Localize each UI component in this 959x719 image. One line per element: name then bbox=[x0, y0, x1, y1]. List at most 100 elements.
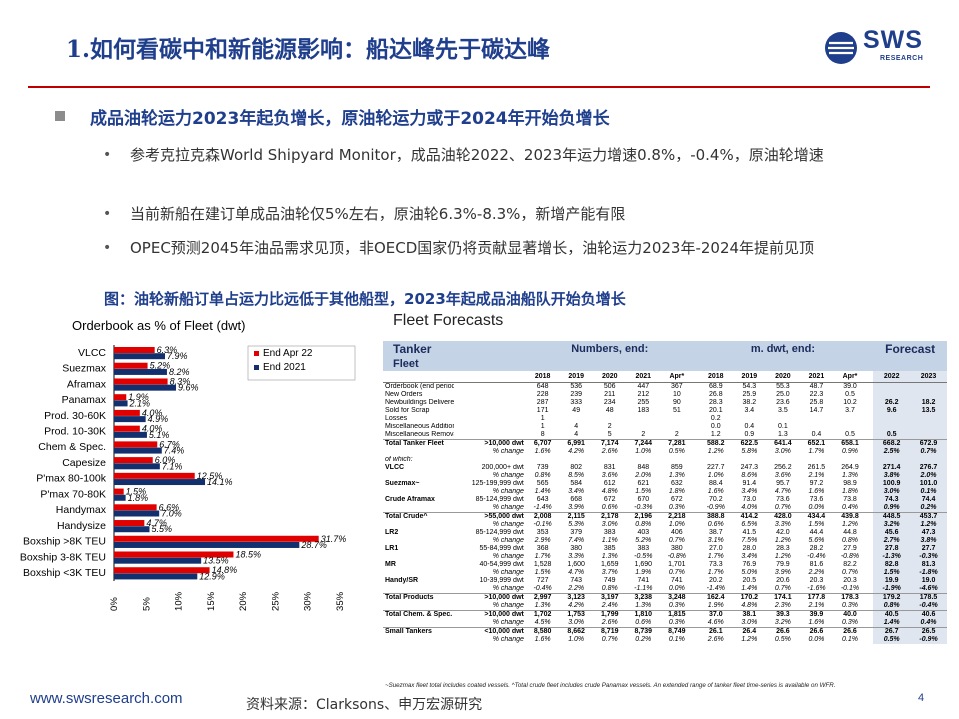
fleet-forecasts-table-panel: Fleet Forecasts Tanker Numbers, end: m. dw… bbox=[383, 310, 947, 694]
category-label: Prod. 30-60K bbox=[44, 410, 106, 422]
bullet-text-2: 当前新船在建订单成品油轮仅5%左右，原油轮6.3%-8.3%，新增产能有限 bbox=[130, 205, 626, 223]
number-cell: 672 bbox=[603, 496, 616, 503]
bar-end-apr-22 bbox=[114, 472, 195, 479]
data-label: 12.5% bbox=[197, 471, 223, 481]
number-cell bbox=[627, 423, 661, 431]
dwt-cell: 44.4 bbox=[809, 529, 824, 536]
table-row: LR1 55-84,999 dwt 368 380 385 383 380 27.0 28.0 2… bbox=[383, 545, 947, 553]
number-cell: 3.3% bbox=[568, 553, 585, 560]
bar-end-2021 bbox=[114, 541, 300, 548]
row-label bbox=[383, 636, 454, 644]
dwt-cell: 0.3% bbox=[842, 602, 858, 609]
number-cell: 385 bbox=[603, 545, 616, 552]
dwt-cell: 68.9 bbox=[708, 383, 723, 390]
number-cell: 1.6% bbox=[534, 636, 551, 643]
forecast-cell: -1.8% bbox=[910, 569, 947, 577]
data-label: 5.1% bbox=[149, 430, 170, 440]
footer-url[interactable]: www.swsresearch.com bbox=[30, 690, 183, 707]
bar-end-2021 bbox=[114, 526, 150, 533]
row-sublabel: 125-199,999 dwt bbox=[471, 480, 524, 487]
year-cell: 2021 bbox=[626, 371, 661, 383]
dwt-cell: 26.4 bbox=[732, 627, 767, 636]
dwt-cell: 79.9 bbox=[776, 561, 790, 568]
data-label: 12.9% bbox=[199, 571, 225, 581]
number-cell: -1.1% bbox=[634, 585, 653, 592]
bar-end-2021 bbox=[114, 510, 160, 517]
number-cell: 4.5% bbox=[534, 619, 551, 626]
forecast-cell: 0.1% bbox=[910, 488, 947, 496]
number-cell: 171 bbox=[536, 407, 549, 414]
forecast-cell: 0.4% bbox=[910, 619, 947, 628]
row-sublabel: >55,000 dwt bbox=[454, 512, 526, 521]
bar-end-2021 bbox=[114, 431, 147, 438]
number-cell: 1,810 bbox=[626, 610, 661, 619]
dwt-cell: 28.0 bbox=[742, 545, 757, 552]
dwt-cell bbox=[800, 456, 834, 464]
number-cell: 1 bbox=[540, 415, 545, 422]
dwt-cell: 3.3% bbox=[774, 521, 791, 528]
number-cell: 2 bbox=[674, 431, 679, 438]
dwt-cell: 261.5 bbox=[807, 464, 826, 471]
number-cell: 0.8% bbox=[601, 585, 618, 592]
section-heading: 成品油轮运力2023年起负增长，原油轮运力或于2024年开始负增长 bbox=[90, 109, 610, 129]
forecast-cell: 74.3 bbox=[873, 496, 911, 504]
dwt-cell: 264.9 bbox=[841, 464, 859, 471]
header-gap bbox=[693, 341, 700, 357]
dwt-cell bbox=[766, 415, 800, 423]
table-row: Handy/SR 10-39,999 dwt 727 743 749 741 741 20.2… bbox=[383, 577, 947, 585]
data-label: 1.9% bbox=[128, 392, 149, 402]
forecast-cell: 9.6 bbox=[873, 407, 911, 415]
table-row: Suezmax~ 125-199,999 dwt 565 584 612 621 632 88… bbox=[383, 480, 947, 488]
dwt-cell: 2.2% bbox=[808, 569, 825, 576]
dwt-cell: 26.8 bbox=[708, 391, 723, 398]
dwt-cell bbox=[800, 423, 834, 431]
table-row: % change 2.9% 7.4% 1.1% 5.2% 0.7% 3.1% 7.5% 1.2%… bbox=[383, 537, 947, 545]
number-cell: 3,123 bbox=[559, 593, 593, 602]
number-cell: 648 bbox=[536, 383, 549, 390]
dwt-cell: 414.2 bbox=[732, 512, 767, 521]
category-label: Boxship 3-8K TEU bbox=[20, 551, 106, 563]
table-row: VLCC 200,000+ dwt 739 802 831 848 859 227.7 247.… bbox=[383, 464, 947, 472]
data-label: 9.6% bbox=[178, 383, 199, 393]
forecast-cell: 3.2% bbox=[873, 521, 911, 529]
forecast-cell: 27.8 bbox=[873, 545, 911, 553]
forecast-cell: 1.4% bbox=[873, 619, 911, 628]
col-gap bbox=[866, 439, 874, 448]
number-cell: 380 bbox=[570, 545, 583, 552]
bar-end-apr-22 bbox=[114, 441, 158, 448]
row-sublabel bbox=[454, 391, 525, 399]
forecast-cell bbox=[910, 423, 947, 431]
forecast-cell: 668.2 bbox=[873, 439, 911, 448]
number-cell: 1.0% bbox=[568, 636, 585, 643]
dwt-cell: 174.1 bbox=[766, 593, 800, 602]
dwt-cell: 1.6% bbox=[707, 488, 724, 495]
row-sublabel bbox=[454, 399, 525, 407]
number-cell: 0.7% bbox=[601, 636, 618, 643]
dwt-cell: 0.5% bbox=[774, 636, 791, 643]
dwt-cell: 14.7 bbox=[809, 407, 824, 414]
col-gap bbox=[866, 627, 874, 636]
number-cell: 48 bbox=[605, 407, 614, 414]
number-cell: 1,659 bbox=[600, 561, 619, 568]
number-cell: 749 bbox=[603, 577, 616, 584]
data-label: 18.5% bbox=[235, 549, 261, 559]
dwt-cell: 20.5 bbox=[742, 577, 757, 584]
table-header-row: Fleet bbox=[383, 357, 947, 371]
forecast-cell: 1.2% bbox=[910, 521, 947, 529]
number-cell: 612 bbox=[603, 480, 616, 487]
data-label: 14.1% bbox=[207, 477, 233, 487]
table-year-row: 2018 2019 2020 2021 Apr* 2018 2019 2020 2021 Apr*… bbox=[383, 371, 947, 383]
number-cell: 7,174 bbox=[592, 439, 627, 448]
category-label: Boxship >8K TEU bbox=[23, 536, 106, 548]
category-label: P'max 80-100k bbox=[36, 473, 106, 485]
bar-end-apr-22 bbox=[114, 520, 145, 527]
orderbook-chart: Orderbook as % of Fleet (dwt) VLCC 6.3%7.9… bbox=[20, 318, 356, 611]
table-row: % change 1.7% 3.3% 1.3% -0.5% -0.8% 1.7% 3.4% 1.… bbox=[383, 553, 947, 561]
dwt-cell: 54.3 bbox=[742, 383, 757, 390]
dwt-cell: 0.7% bbox=[774, 585, 791, 592]
dwt-cell: 20.2 bbox=[708, 577, 723, 584]
dwt-cell: -1.6% bbox=[807, 585, 826, 592]
row-label bbox=[383, 569, 454, 577]
header-forecast: Forecast bbox=[873, 341, 947, 357]
dwt-cell: 5.0% bbox=[741, 569, 758, 576]
